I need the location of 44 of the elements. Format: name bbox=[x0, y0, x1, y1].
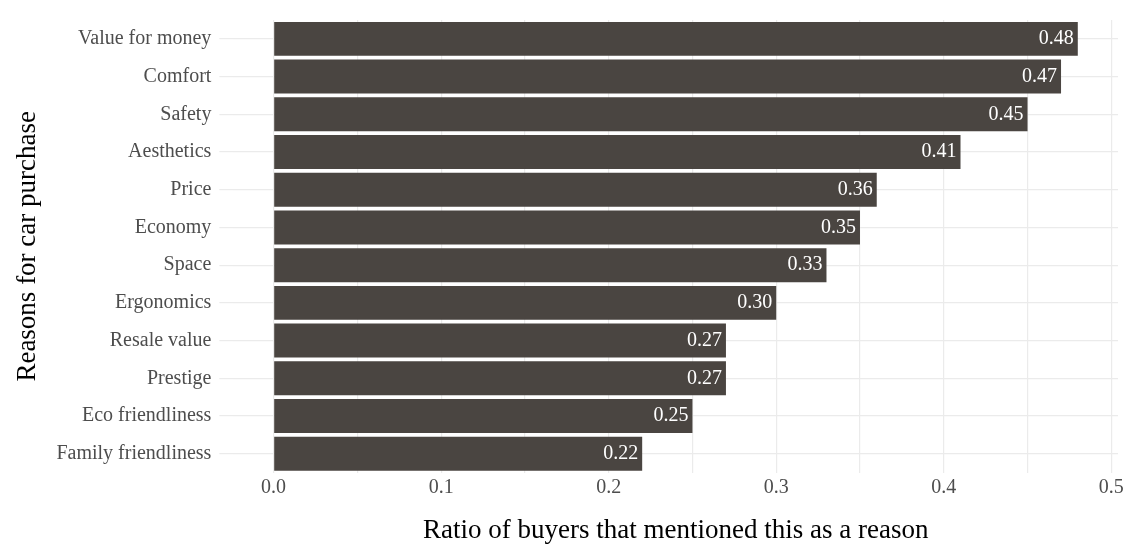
data-label: 0.25 bbox=[653, 403, 689, 426]
x-tick-label: 0.0 bbox=[261, 474, 287, 497]
data-label: 0.30 bbox=[737, 290, 773, 313]
data-label: 0.33 bbox=[787, 252, 823, 275]
data-label: 0.45 bbox=[988, 101, 1024, 124]
bar bbox=[274, 21, 1078, 56]
bar bbox=[274, 135, 961, 169]
y-axis-title: Reasons for car purchase bbox=[11, 110, 42, 382]
bar bbox=[274, 399, 693, 433]
bar bbox=[274, 172, 877, 207]
data-label: 0.36 bbox=[837, 176, 873, 199]
y-tick-label: Economy bbox=[134, 214, 212, 238]
bar bbox=[274, 97, 1028, 132]
x-axis-title: Ratio of buyers that mentioned this as a reason bbox=[422, 513, 929, 544]
bar bbox=[274, 323, 726, 358]
data-label: 0.41 bbox=[921, 139, 957, 162]
x-tick-label: 0.5 bbox=[1098, 474, 1124, 497]
bar bbox=[274, 361, 726, 396]
x-tick-label: 0.3 bbox=[763, 474, 789, 497]
data-label: 0.35 bbox=[820, 214, 856, 237]
x-tick-label: 0.4 bbox=[931, 474, 957, 497]
y-tick-label: Price bbox=[170, 176, 212, 199]
data-label: 0.22 bbox=[603, 440, 639, 463]
y-tick-label: Space bbox=[163, 252, 212, 276]
bar bbox=[274, 285, 777, 320]
bar bbox=[274, 59, 1062, 94]
data-label: 0.47 bbox=[1022, 63, 1058, 86]
y-tick-label: Resale value bbox=[109, 327, 212, 350]
bar bbox=[274, 436, 643, 471]
data-label: 0.48 bbox=[1038, 26, 1074, 49]
y-tick-label: Eco friendliness bbox=[81, 403, 212, 426]
y-tick-label: Value for money bbox=[78, 26, 212, 50]
bar bbox=[274, 210, 860, 245]
x-tick-label: 0.1 bbox=[428, 474, 454, 497]
y-tick-label: Aesthetics bbox=[128, 139, 212, 162]
y-tick-label: Prestige bbox=[146, 365, 212, 389]
y-tick-label: Comfort bbox=[143, 63, 212, 86]
bar bbox=[274, 248, 827, 283]
x-tick-label: 0.2 bbox=[596, 474, 622, 497]
data-label: 0.27 bbox=[686, 365, 722, 388]
y-tick-label: Safety bbox=[160, 101, 212, 125]
y-tick-label: Family friendliness bbox=[56, 440, 212, 464]
data-label: 0.27 bbox=[686, 327, 722, 350]
y-tick-label: Ergonomics bbox=[115, 290, 212, 314]
